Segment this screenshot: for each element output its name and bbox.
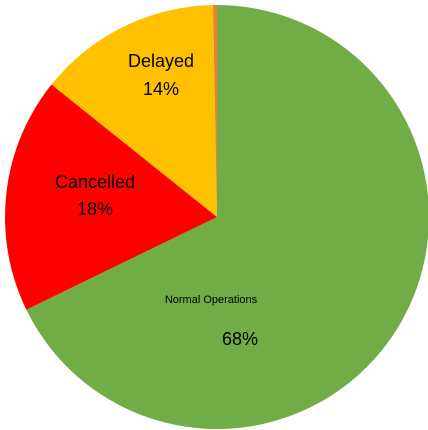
pie-slice: [51, 5, 217, 218]
pie-slice: [4, 84, 217, 310]
slice-label: Normal Operations: [165, 294, 258, 306]
slice-label: Delayed: [128, 51, 194, 71]
slice-label: Cancelled: [55, 172, 135, 192]
slice-value-label: 18%: [77, 199, 113, 219]
slice-value-label: 14%: [143, 79, 179, 99]
slice-value-label: 68%: [222, 329, 258, 349]
pie-slice: [26, 5, 428, 429]
pie-slice: [213, 5, 217, 217]
